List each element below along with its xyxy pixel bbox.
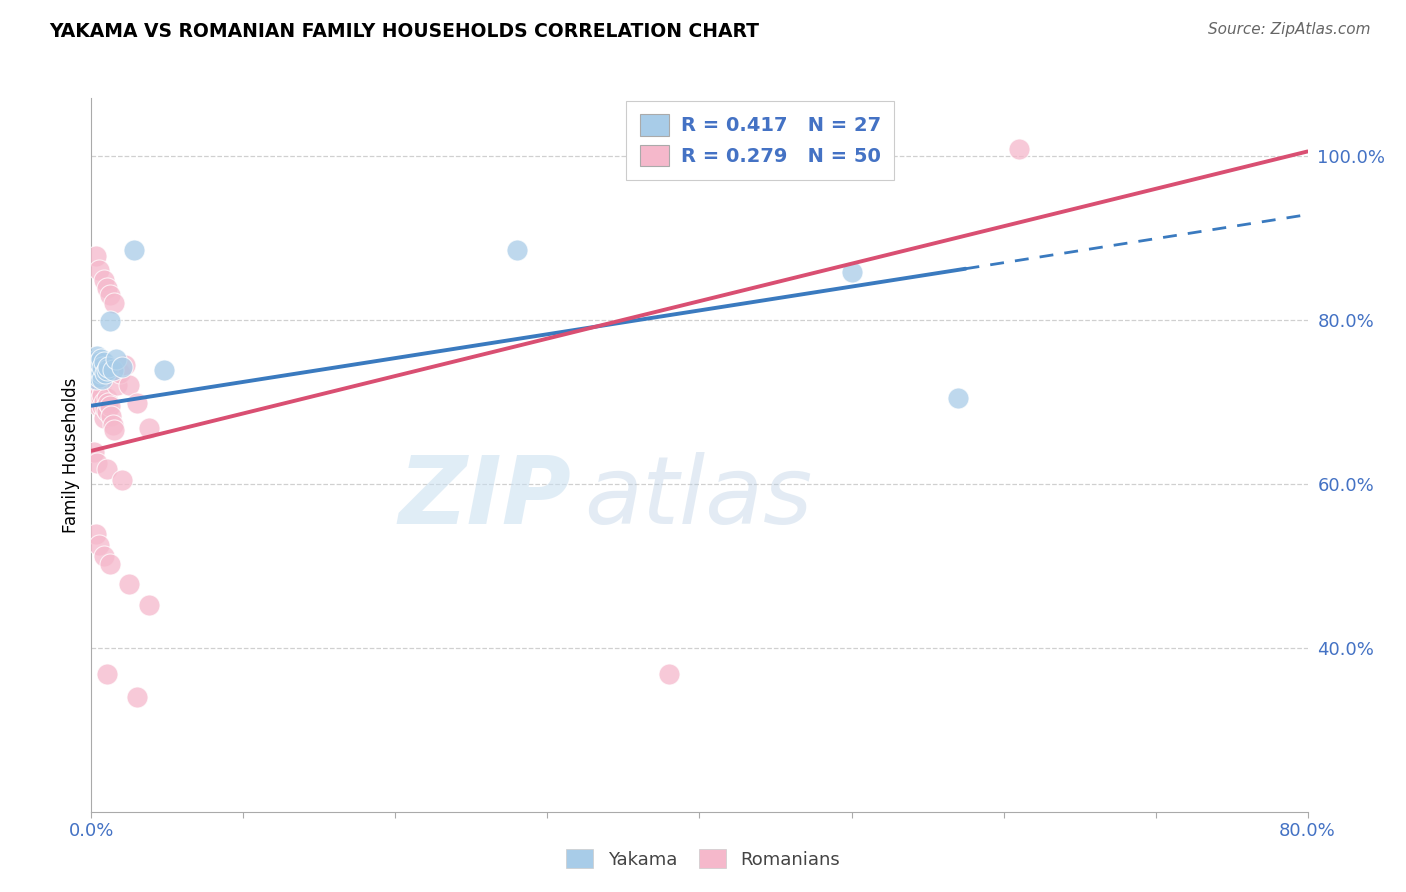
Point [98, 288, 121, 302]
Point [94, 366, 117, 380]
Point [96, 281, 118, 295]
Point [86, 350, 108, 364]
Point [87, 399, 110, 413]
Point [100, 409, 122, 424]
Point [84, 527, 107, 541]
Point [101, 363, 124, 377]
Text: atlas: atlas [583, 452, 813, 543]
Point [86, 380, 108, 394]
Point [103, 296, 125, 310]
Point [125, 396, 148, 410]
Point [96, 667, 118, 681]
Point [91, 388, 114, 402]
Point [101, 417, 124, 432]
Point [84, 371, 107, 385]
Point [111, 360, 134, 375]
Point [93, 549, 115, 563]
Point [97, 360, 120, 375]
Point [83, 380, 105, 394]
Point [153, 363, 176, 377]
Point [96, 462, 118, 476]
Point [84, 391, 107, 405]
Point [98, 314, 121, 328]
Point [138, 598, 160, 612]
Legend: Yakama, Romanians: Yakama, Romanians [558, 841, 848, 876]
Text: ZIP: ZIP [399, 451, 572, 544]
Point [138, 421, 160, 435]
Point [89, 391, 111, 405]
Point [1008, 142, 1031, 156]
Text: YAKAMA VS ROMANIAN FAMILY HOUSEHOLDS CORRELATION CHART: YAKAMA VS ROMANIAN FAMILY HOUSEHOLDS COR… [49, 22, 759, 41]
Point [98, 399, 121, 413]
Point [96, 391, 118, 405]
Point [104, 351, 127, 366]
Point [125, 690, 148, 704]
Point [98, 557, 121, 571]
Point [93, 411, 115, 425]
Point [89, 351, 111, 366]
Point [111, 473, 134, 487]
Point [91, 399, 114, 413]
Point [86, 394, 108, 409]
Point [89, 366, 111, 380]
Point [89, 378, 111, 392]
Point [87, 355, 110, 369]
Point [87, 384, 110, 399]
Point [946, 391, 969, 405]
Point [506, 243, 529, 257]
Point [84, 378, 107, 392]
Point [87, 370, 110, 384]
Point [93, 355, 115, 369]
Point [97, 396, 120, 410]
Point [841, 265, 863, 279]
Point [93, 394, 115, 409]
Point [96, 363, 118, 377]
Point [86, 361, 108, 376]
Point [82, 358, 104, 372]
Point [122, 243, 145, 257]
Point [82, 366, 104, 380]
Point [118, 576, 141, 591]
Point [84, 358, 107, 372]
Point [103, 423, 125, 437]
Point [83, 353, 105, 368]
Y-axis label: Family Households: Family Households [62, 377, 80, 533]
Point [87, 538, 110, 552]
Point [84, 249, 107, 263]
Point [83, 371, 105, 385]
Point [94, 401, 117, 416]
Point [93, 273, 115, 287]
Point [114, 358, 136, 372]
Text: Source: ZipAtlas.com: Source: ZipAtlas.com [1208, 22, 1371, 37]
Point [83, 445, 105, 459]
Point [82, 366, 104, 380]
Point [118, 378, 141, 392]
Point [83, 361, 105, 376]
Legend: R = 0.417   N = 27, R = 0.279   N = 50: R = 0.417 N = 27, R = 0.279 N = 50 [626, 101, 894, 180]
Point [91, 371, 114, 385]
Point [96, 404, 118, 418]
Point [82, 355, 104, 369]
Point [87, 263, 110, 277]
Point [91, 360, 114, 375]
Point [86, 456, 108, 470]
Point [658, 667, 681, 681]
Point [110, 366, 132, 380]
Point [105, 378, 128, 392]
